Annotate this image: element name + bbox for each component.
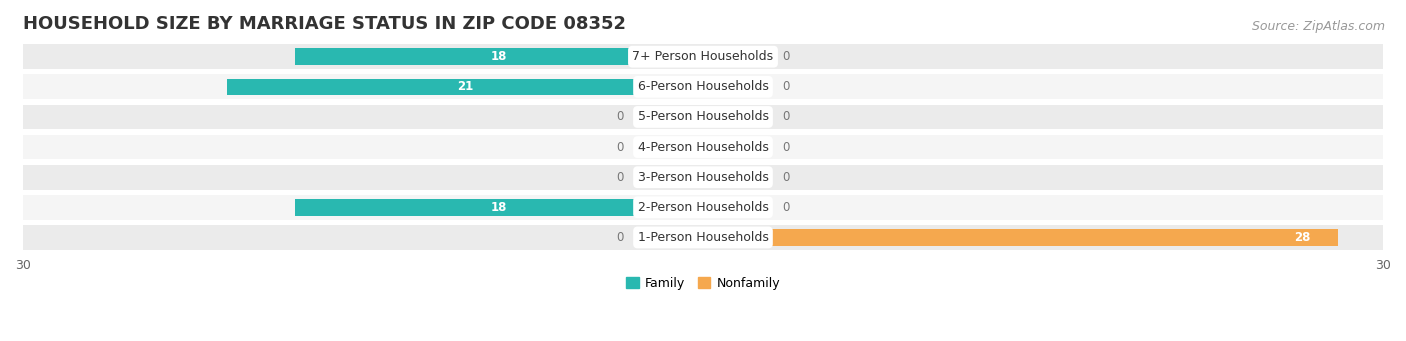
Text: 0: 0 bbox=[782, 110, 790, 123]
Text: 6-Person Households: 6-Person Households bbox=[637, 80, 769, 93]
Bar bbox=[295, 199, 703, 216]
Bar bbox=[295, 48, 703, 65]
Bar bbox=[22, 165, 1384, 190]
Text: 5-Person Households: 5-Person Households bbox=[637, 110, 769, 123]
Bar bbox=[703, 78, 770, 95]
Text: 1-Person Households: 1-Person Households bbox=[637, 231, 769, 244]
Bar bbox=[226, 78, 703, 95]
Text: 0: 0 bbox=[616, 171, 624, 184]
Bar bbox=[703, 139, 770, 155]
Text: 3-Person Households: 3-Person Households bbox=[637, 171, 769, 184]
Bar bbox=[703, 48, 770, 65]
Text: 0: 0 bbox=[616, 231, 624, 244]
Text: Source: ZipAtlas.com: Source: ZipAtlas.com bbox=[1251, 20, 1385, 33]
Text: 0: 0 bbox=[616, 110, 624, 123]
Bar bbox=[636, 229, 703, 246]
Text: 0: 0 bbox=[782, 140, 790, 153]
Text: 0: 0 bbox=[782, 171, 790, 184]
Text: 0: 0 bbox=[782, 201, 790, 214]
Bar bbox=[703, 169, 770, 186]
Bar bbox=[703, 229, 1337, 246]
Text: 28: 28 bbox=[1294, 231, 1310, 244]
Text: 4-Person Households: 4-Person Households bbox=[637, 140, 769, 153]
Bar bbox=[22, 135, 1384, 160]
Bar bbox=[636, 139, 703, 155]
Text: 18: 18 bbox=[491, 201, 508, 214]
Text: 2-Person Households: 2-Person Households bbox=[637, 201, 769, 214]
Bar bbox=[22, 74, 1384, 99]
Bar bbox=[703, 199, 770, 216]
Bar bbox=[636, 109, 703, 125]
Bar bbox=[22, 105, 1384, 129]
Text: 7+ Person Households: 7+ Person Households bbox=[633, 50, 773, 63]
Text: HOUSEHOLD SIZE BY MARRIAGE STATUS IN ZIP CODE 08352: HOUSEHOLD SIZE BY MARRIAGE STATUS IN ZIP… bbox=[22, 15, 626, 33]
Text: 18: 18 bbox=[491, 50, 508, 63]
Text: 21: 21 bbox=[457, 80, 472, 93]
Legend: Family, Nonfamily: Family, Nonfamily bbox=[621, 272, 785, 295]
Text: 0: 0 bbox=[782, 80, 790, 93]
Bar bbox=[22, 225, 1384, 250]
Bar bbox=[22, 195, 1384, 220]
Bar bbox=[636, 169, 703, 186]
Text: 0: 0 bbox=[782, 50, 790, 63]
Text: 0: 0 bbox=[616, 140, 624, 153]
Bar bbox=[703, 109, 770, 125]
Bar bbox=[22, 44, 1384, 69]
